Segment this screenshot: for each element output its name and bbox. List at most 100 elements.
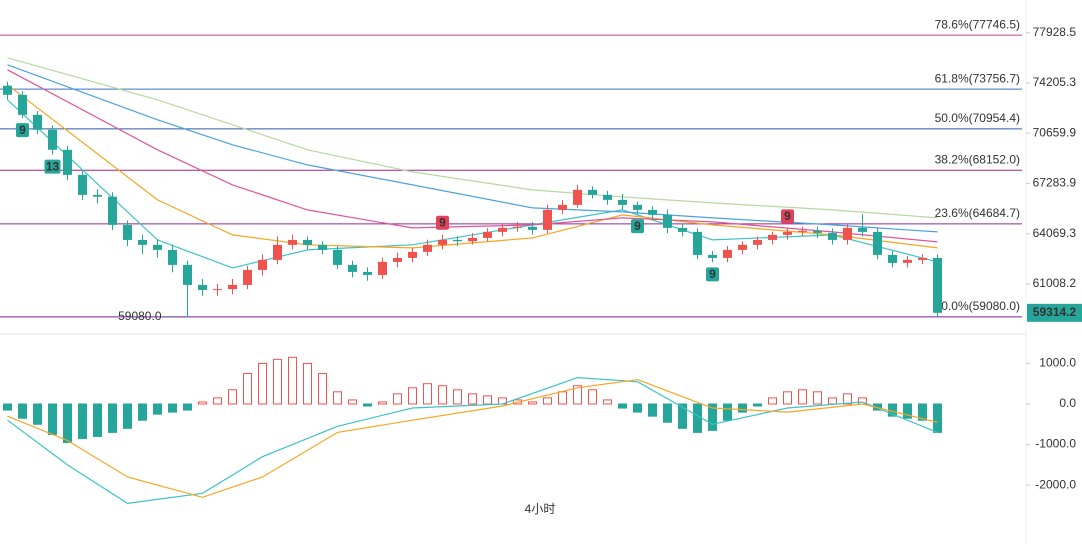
- last-price-tag: [1027, 303, 1082, 322]
- candle-body: [873, 231, 882, 255]
- fib-label: 38.2%(68152.0): [935, 152, 1020, 166]
- macd-bar: [633, 403, 642, 413]
- macd-bar: [693, 403, 702, 433]
- macd-bar: [408, 387, 417, 405]
- macd-line: [7, 378, 938, 498]
- macd-bar: [198, 401, 207, 405]
- y-tick-label: 0.0: [1059, 396, 1076, 410]
- candle-body: [453, 239, 462, 242]
- candle-body: [843, 227, 852, 240]
- candle-body: [63, 149, 72, 175]
- signal-badge: [706, 267, 719, 282]
- candle-body: [903, 259, 912, 263]
- macd-bar: [468, 393, 477, 405]
- y-tick-label: 67283.9: [1033, 176, 1077, 190]
- candle-body: [528, 226, 537, 230]
- candle-body: [678, 227, 687, 232]
- fib-label: 50.0%(70954.4): [935, 111, 1020, 125]
- candle-body: [3, 85, 12, 95]
- candle-body: [78, 174, 87, 195]
- candle-body: [18, 94, 27, 115]
- macd-bar: [768, 397, 777, 405]
- macd-bar: [918, 403, 927, 421]
- macd-bar: [663, 403, 672, 423]
- y-tick-label: 61008.2: [1033, 276, 1077, 290]
- candle-body: [543, 209, 552, 230]
- macd-bar: [168, 403, 177, 413]
- macd-bar: [363, 403, 372, 407]
- candle-body: [738, 244, 747, 250]
- y-tick-label: 64069.3: [1033, 226, 1077, 240]
- signal-badge: [631, 219, 644, 234]
- candle-body: [408, 251, 417, 258]
- macd-bar: [828, 397, 837, 405]
- candle-body: [138, 239, 147, 245]
- candle-body: [108, 196, 117, 225]
- candle-body: [258, 259, 267, 270]
- y-tick-label: 70659.9: [1033, 125, 1077, 139]
- macd-bar: [318, 373, 327, 405]
- macd-bar: [528, 401, 537, 405]
- macd-bar: [108, 403, 117, 433]
- macd-bar: [423, 383, 432, 405]
- candle-body: [333, 249, 342, 265]
- moving-average: [7, 69, 938, 243]
- macd-bar: [348, 399, 357, 405]
- candle-body: [648, 209, 657, 215]
- candle-body: [378, 261, 387, 275]
- macd-bar: [618, 403, 627, 409]
- candle-body: [423, 244, 432, 252]
- macd-bar: [33, 403, 42, 425]
- macd-bar: [123, 403, 132, 429]
- candle-body: [708, 254, 717, 258]
- candle-body: [273, 244, 282, 260]
- signal-label: 9: [784, 209, 791, 223]
- fib-label: 61.8%(73756.7): [935, 71, 1020, 85]
- macd-bar: [588, 389, 597, 405]
- macd-bar: [603, 399, 612, 405]
- candle-body: [603, 194, 612, 200]
- last-price-label: 59314.2: [1033, 305, 1077, 319]
- macd-bar: [843, 393, 852, 405]
- candle-body: [858, 227, 867, 232]
- macd-bar: [798, 389, 807, 405]
- signal-badge: [16, 123, 29, 138]
- candle-body: [933, 257, 942, 313]
- macd-bar: [708, 403, 717, 431]
- y-tick-label: 74205.3: [1033, 75, 1077, 89]
- candle-body: [798, 230, 807, 232]
- y-tick-label: 1000.0: [1039, 356, 1076, 370]
- macd-bar: [78, 403, 87, 439]
- macd-bar: [273, 358, 282, 405]
- candle-body: [483, 231, 492, 238]
- candle-body: [498, 227, 507, 232]
- candle-body: [753, 239, 762, 245]
- candle-body: [168, 249, 177, 265]
- signal-label: 9: [634, 219, 641, 233]
- macd-bar: [723, 403, 732, 421]
- candle-body: [633, 204, 642, 210]
- macd-bar: [558, 391, 567, 405]
- candle-body: [123, 224, 132, 240]
- candle-body: [663, 214, 672, 228]
- candle-body: [33, 114, 42, 130]
- signal-badge: [436, 215, 449, 230]
- candle-body: [153, 244, 162, 250]
- candle-body: [288, 239, 297, 245]
- signal-label: 9: [709, 267, 716, 281]
- candle-body: [48, 129, 57, 150]
- candle-body: [183, 264, 192, 285]
- y-tick-label: 77928.5: [1033, 25, 1077, 39]
- macd-bar: [138, 403, 147, 421]
- candle-body: [813, 230, 822, 233]
- candle-body: [393, 257, 402, 262]
- candle-body: [213, 289, 222, 291]
- candle-body: [318, 244, 327, 250]
- macd-bar: [813, 391, 822, 405]
- candle-body: [348, 264, 357, 272]
- macd-bar: [783, 391, 792, 405]
- candle-body: [363, 271, 372, 275]
- moving-average: [7, 57, 938, 219]
- macd-bar: [183, 403, 192, 411]
